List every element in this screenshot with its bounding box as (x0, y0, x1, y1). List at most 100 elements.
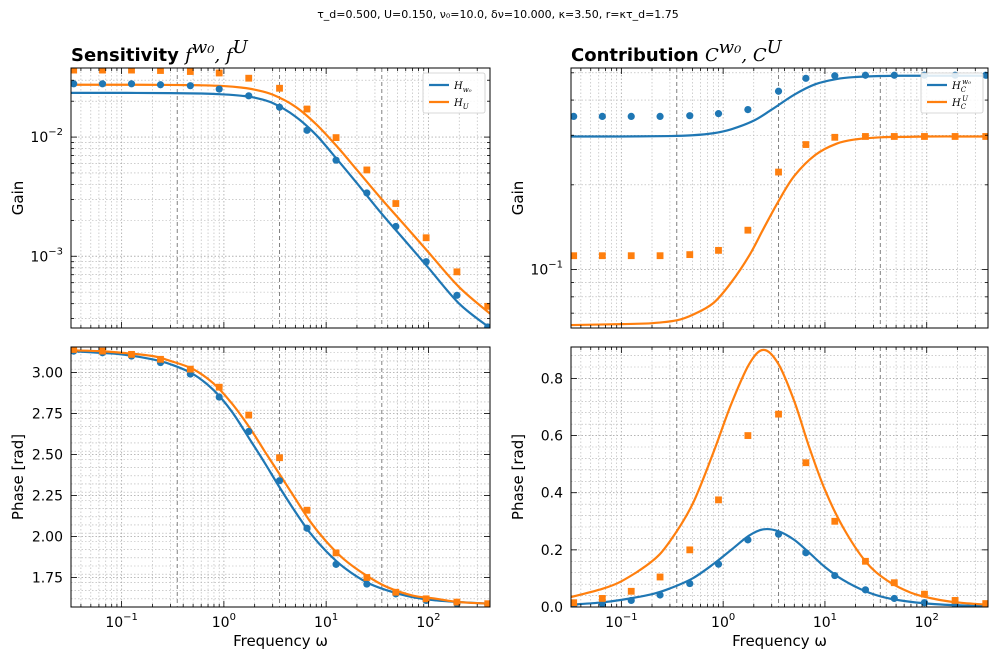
data-point-circle (275, 103, 284, 111)
data-point-square (128, 68, 135, 74)
plot-area (571, 71, 988, 327)
data-point-square (303, 506, 311, 514)
data-point-circle (303, 524, 311, 532)
grid (571, 347, 989, 608)
data-point-square (215, 69, 223, 77)
data-point-square (363, 574, 371, 581)
data-point-square (598, 595, 606, 602)
data-point-circle (920, 599, 929, 607)
data-point-square (744, 226, 752, 234)
data-point-circle (627, 112, 635, 121)
data-point-circle (71, 80, 78, 88)
legend-entry: HCU (951, 95, 969, 111)
y-tick-label: 10−2 (30, 127, 63, 146)
y-tick-label: 3.00 (32, 365, 63, 381)
data-point-circle (598, 112, 606, 121)
data-point-circle (744, 536, 752, 544)
data-point-circle (686, 579, 694, 588)
data-point-square (332, 134, 340, 142)
data-point-square (627, 252, 635, 260)
data-point-circle (802, 74, 810, 82)
data-point-square (157, 355, 164, 363)
y-axis-label: Gain (9, 181, 27, 216)
data-point-square (276, 454, 283, 462)
data-point-square (71, 68, 78, 74)
data-point-circle (571, 112, 578, 120)
data-point-square (890, 133, 898, 140)
data-point-square (627, 587, 635, 595)
data-point-square (245, 411, 253, 419)
x-axis-label: Frequency ω (732, 632, 827, 650)
data-point-circle (215, 393, 223, 401)
data-point-square (982, 133, 988, 140)
series-line-blue (571, 74, 988, 138)
x-tick-label: 102 (915, 612, 939, 631)
data-point-square (656, 573, 664, 581)
y-tick-label: 0.6 (541, 429, 563, 445)
y-tick-label: 2.00 (32, 529, 63, 545)
data-point-square (128, 350, 135, 358)
y-axis-label: Phase [rad] (509, 434, 527, 520)
data-point-circle (215, 85, 223, 93)
data-point-circle (802, 549, 810, 557)
data-point-square (715, 496, 722, 504)
data-point-circle (890, 71, 898, 79)
data-point-square (598, 252, 606, 260)
contribution-phase-panel: 0.0 0.2 0.4 0.6 0.8 10−1 100 101 102 Phase [rad] F… (509, 346, 989, 650)
x-tick-label: 10−1 (105, 612, 138, 631)
sensitivity-gain-panel: 10−2 10−3 Gain Sensitivity fw₀, fU Hw₀ HU (9, 37, 491, 329)
series-line-orange (571, 348, 988, 606)
data-point-square (571, 599, 578, 607)
axes-frame (70, 346, 491, 608)
data-point-circle (484, 323, 490, 328)
plot-area (71, 347, 490, 607)
y-tick-label: 0.2 (541, 543, 563, 559)
panel-title: Contribution Cw₀, CU (571, 37, 783, 66)
y-axis-label: Gain (509, 181, 527, 216)
data-point-square (715, 246, 722, 254)
data-point-square (453, 268, 461, 276)
series-line-orange (71, 83, 490, 315)
data-point-circle (714, 560, 723, 568)
data-point-square (921, 133, 928, 140)
data-point-circle (245, 92, 253, 100)
data-point-circle (982, 71, 988, 79)
y-tick-label: 2.25 (32, 488, 63, 504)
series-line-blue (71, 91, 490, 328)
data-point-circle (392, 222, 400, 231)
x-tick-label: 101 (314, 612, 338, 631)
data-point-square (802, 141, 810, 148)
data-point-square (245, 74, 253, 82)
data-point-square (186, 365, 194, 373)
data-point-square (453, 598, 461, 606)
panel-title: Sensitivity fw₀, fU (71, 37, 249, 66)
data-point-square (71, 347, 78, 353)
data-point-circle (831, 72, 839, 80)
data-point-square (215, 383, 223, 391)
x-tick-label: 101 (813, 612, 837, 631)
data-point-circle (303, 126, 311, 134)
plot-area (71, 68, 490, 328)
data-point-square (831, 133, 839, 141)
data-point-circle (714, 110, 723, 118)
data-point-square (484, 600, 490, 607)
x-tick-label: 10−1 (605, 612, 638, 631)
data-point-circle (332, 156, 340, 164)
data-point-square (303, 105, 311, 113)
figure-suptitle: τ_d=0.500, U=0.150, ν₀=10.0, δν=10.000, … (317, 8, 679, 21)
data-point-square (99, 347, 106, 355)
x-tick-label: 100 (212, 612, 236, 631)
data-point-circle (453, 291, 461, 299)
data-point-square (422, 234, 430, 242)
data-point-circle (686, 112, 694, 120)
data-point-square (571, 252, 578, 260)
data-point-circle (890, 594, 898, 603)
data-point-circle (656, 591, 664, 599)
data-point-square (686, 251, 694, 259)
legend: Hw₀ HU (422, 72, 486, 114)
data-point-square (890, 579, 898, 587)
y-tick-label: 1.75 (32, 570, 63, 586)
y-axis-label: Phase [rad] (9, 434, 27, 520)
y-tick-label: 0.4 (541, 486, 563, 502)
